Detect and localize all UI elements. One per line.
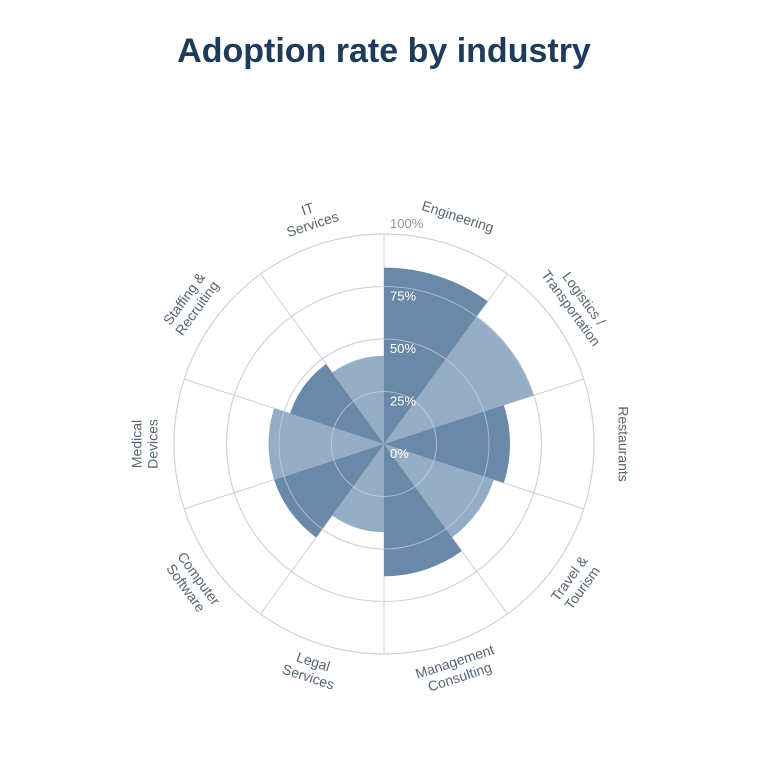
svg-text:Engineering: Engineering <box>420 197 496 235</box>
ring-label: 100% <box>390 216 424 231</box>
ring-label: 25% <box>390 394 416 409</box>
category-label: ComputerSoftware <box>161 549 223 618</box>
ring-label: 50% <box>390 341 416 356</box>
polar-bar-chart: 0% 25% 50% 75% 100%Engineering Logistics /Tra… <box>0 79 768 770</box>
svg-text:Devices: Devices <box>145 419 161 469</box>
svg-text:Medical: Medical <box>129 420 145 468</box>
svg-text:Restaurants: Restaurants <box>615 406 631 481</box>
category-label: Staffing &Recruiting <box>159 268 222 338</box>
category-label: Travel &Tourism <box>547 552 604 613</box>
category-label: ITServices <box>280 193 341 240</box>
category-label: MedicalDevices <box>129 419 161 469</box>
category-label: LegalServices <box>280 646 341 693</box>
chart-title: Adoption rate by industry <box>0 32 768 71</box>
category-label: Logistics /Transportation <box>538 258 617 349</box>
category-label: Restaurants <box>615 406 631 481</box>
ring-label: 0% <box>390 446 409 461</box>
ring-label: 75% <box>390 289 416 304</box>
category-label: Engineering <box>420 197 496 235</box>
